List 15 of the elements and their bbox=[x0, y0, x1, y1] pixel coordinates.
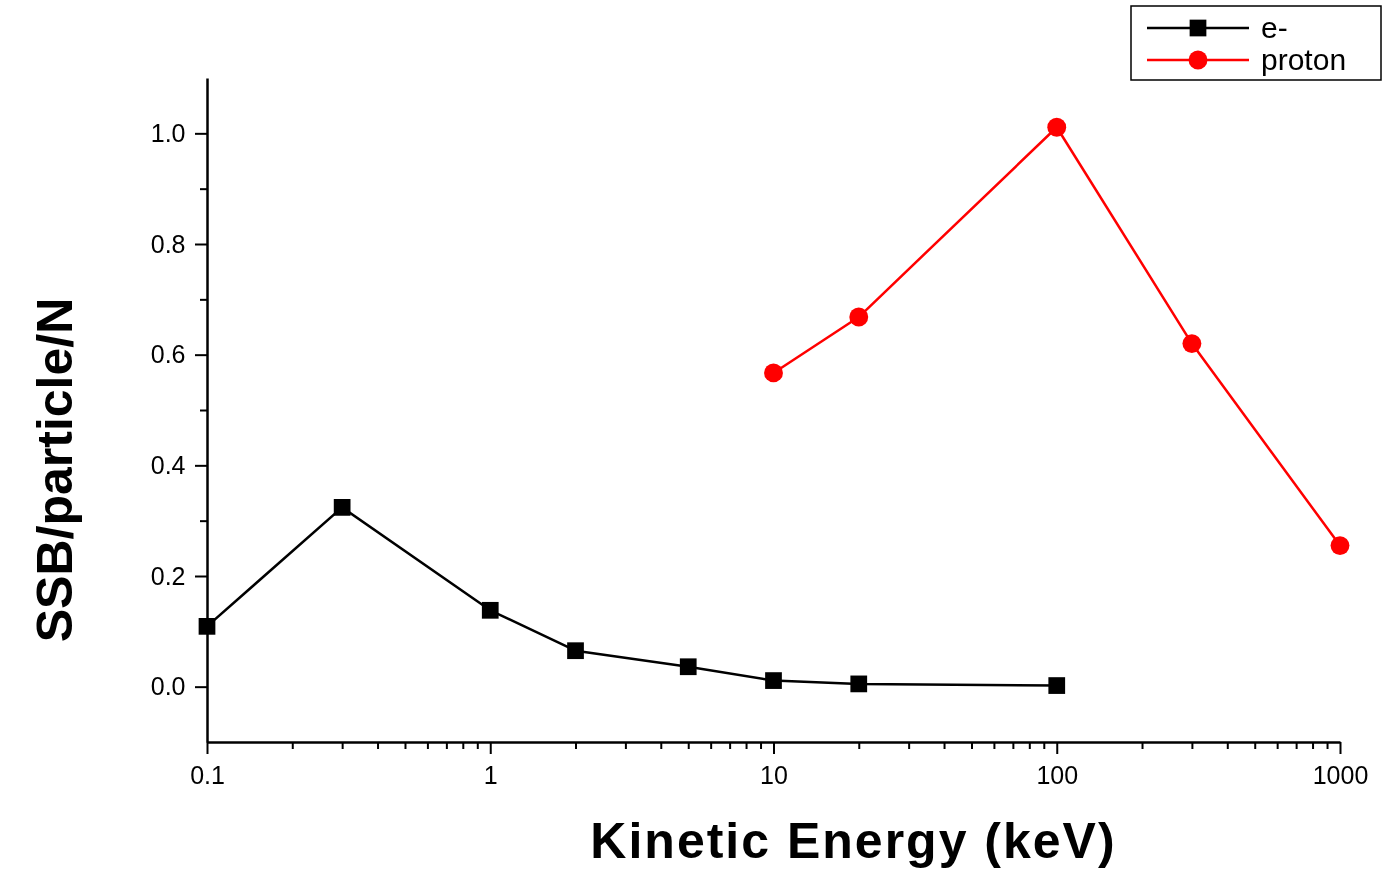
y-tick-label: 0.4 bbox=[150, 450, 186, 479]
x-tick-label: 10 bbox=[760, 760, 788, 789]
y-tick-label: 0.0 bbox=[150, 672, 186, 701]
x-axis-title: Kinetic Energy (keV) bbox=[590, 813, 1117, 869]
x-tick-label: 0.1 bbox=[190, 760, 225, 789]
x-tick-label: 1000 bbox=[1312, 760, 1369, 789]
legend-label: e- bbox=[1261, 11, 1288, 44]
y-tick-label: 0.2 bbox=[150, 561, 186, 590]
x-tick-label: 100 bbox=[1036, 760, 1079, 789]
y-axis-title: SSB/particle/N bbox=[27, 297, 83, 643]
y-tick-label: 1.0 bbox=[150, 118, 186, 147]
y-tick-label: 0.6 bbox=[150, 340, 186, 369]
y-tick-label: 0.8 bbox=[150, 229, 186, 258]
x-tick-label: 1 bbox=[483, 760, 498, 789]
legend-label: proton bbox=[1261, 43, 1347, 76]
